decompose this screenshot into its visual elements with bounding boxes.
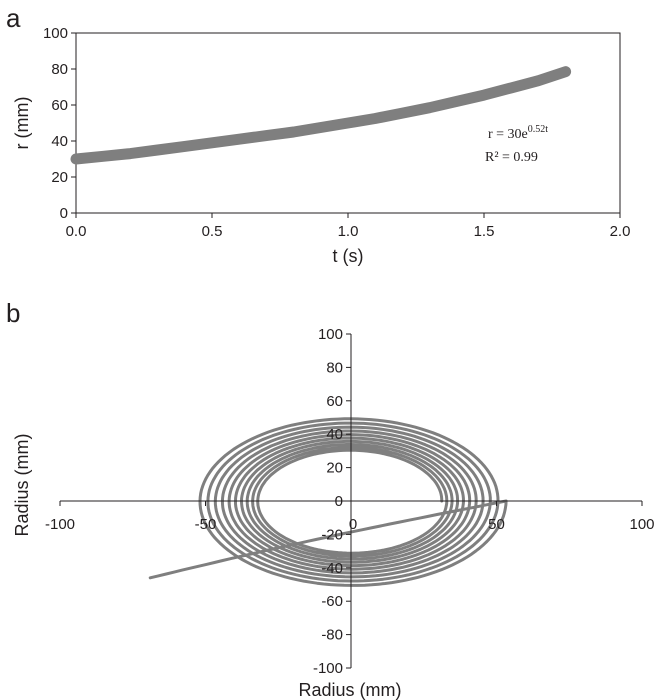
panel-a-x-axis-label: t (s): [333, 246, 364, 266]
panel-b-x-axis-label: Radius (mm): [298, 680, 401, 700]
panel-a-x-axis: 0.0 0.5 1.0 1.5 2.0: [66, 213, 631, 240]
panel-b-chart: b -100 -50 0 50 100 -100 -80 -60 -40 -20 0 20 40 60 80…: [6, 298, 655, 700]
panel-a-equation-base: r = 30e: [488, 127, 528, 142]
panel-a-series-line: [70, 66, 572, 165]
panel-b-y-tick-label: 20: [326, 460, 343, 477]
panel-b-x-tick-label: 50: [488, 516, 505, 533]
panel-b-letter: b: [6, 298, 20, 328]
panel-a-y-axis: 0 20 40 60 80 100: [43, 25, 76, 222]
panel-b-y-tick-label: 100: [318, 326, 343, 343]
panel-a-x-tick-label: 1.5: [474, 223, 495, 240]
panel-a-x-tick-label: 2.0: [610, 223, 631, 240]
panel-b-x-tick-label: 0: [349, 516, 357, 533]
panel-b-y-axis-label: Radius (mm): [12, 433, 32, 536]
panel-a-x-tick-label: 0.5: [202, 223, 223, 240]
panel-b-y-tick-label: 40: [326, 426, 343, 443]
panel-b-x-tick-label: -100: [45, 516, 75, 533]
panel-a-equation-exponent: 0.52t: [528, 124, 549, 135]
panel-b-y-tick-label: 80: [326, 359, 343, 376]
panel-a-x-tick-label: 0.0: [66, 223, 87, 240]
panel-a-y-tick-label: 40: [51, 133, 68, 150]
panel-b-y-tick-label: -20: [321, 526, 343, 543]
panel-b-x-tick-label: 100: [629, 516, 654, 533]
panel-a-y-tick-label: 0: [60, 205, 68, 222]
panel-a-y-tick-label: 20: [51, 169, 68, 186]
panel-a-letter: a: [6, 3, 21, 33]
panel-a-x-tick-label: 1.0: [338, 223, 359, 240]
panel-a-chart: a 0 20 40 60 80 100 0.0 0.5 1.0 1.5 2.0 t (s) r (…: [6, 3, 630, 266]
panel-a-y-axis-label: r (mm): [12, 97, 32, 150]
panel-a-y-tick-label: 100: [43, 25, 68, 42]
panel-b-y-tick-label: 60: [326, 393, 343, 410]
panel-b-x-tick-label: -50: [195, 516, 217, 533]
panel-b-spiral-line: [148, 417, 508, 587]
panel-a-y-tick-label: 80: [51, 61, 68, 78]
panel-a-y-tick-label: 60: [51, 97, 68, 114]
panel-a-r-squared: R² = 0.99: [485, 150, 538, 165]
panel-b-y-tick-label: -60: [321, 593, 343, 610]
panel-b-axes: -100 -50 0 50 100 -100 -80 -60 -40 -20 0 20 40 60 80 10…: [45, 326, 655, 677]
panel-a-equation: r = 30e0.52t: [488, 124, 548, 142]
panel-b-y-tick-label: -100: [313, 660, 343, 677]
panel-b-y-tick-label: -80: [321, 627, 343, 644]
panel-b-y-tick-label: -40: [321, 560, 343, 577]
panel-b-y-tick-label: 0: [335, 493, 343, 510]
